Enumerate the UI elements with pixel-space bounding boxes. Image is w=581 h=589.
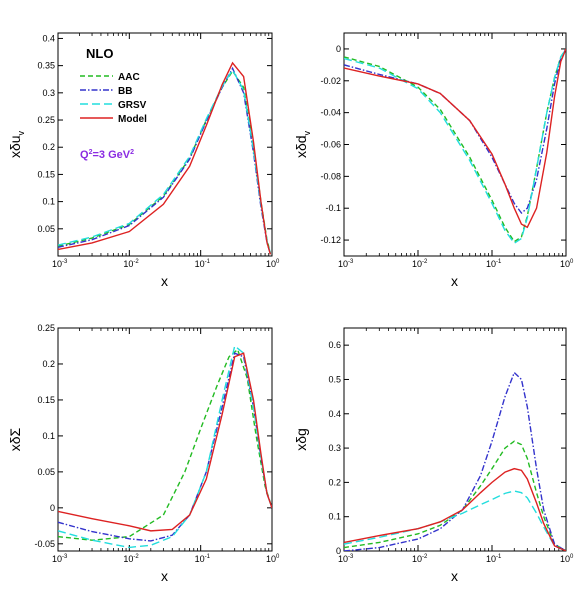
series-line-grsv [58, 344, 272, 549]
x-tick-label: 10-3 [338, 554, 354, 564]
x-tick-label: 10-2 [412, 259, 428, 269]
panel-top-right: 10-3 10-2 10-1 100 0 -0.02 -0.04 -0.06 -0.08 -0.1… [293, 32, 574, 289]
y-tick-label: 0.2 [42, 142, 55, 152]
series-line-model [58, 61, 272, 255]
y-tick-label: -0.12 [320, 235, 341, 245]
x-tick-label: 100 [266, 259, 280, 269]
x-axis-label: x [161, 273, 168, 289]
panel-bottom-left: 10-3 10-2 10-1 100 -0.05 0 0.05 0.1 0.15 0.2 0.25 x… [7, 323, 280, 584]
order-annotation: NLO [86, 46, 113, 61]
series-line-bb [344, 371, 566, 551]
y-tick-label: -0.04 [320, 108, 341, 118]
q2-annotation: Q2=3 GeV2 [80, 149, 134, 161]
x-tick-label: 10-1 [486, 259, 502, 269]
series-line-grsv [344, 48, 566, 245]
y-tick-label: 0.5 [328, 374, 341, 384]
y-tick-label: 0.1 [42, 197, 55, 207]
y-axis-label: xδuv [7, 130, 26, 158]
plot-frame [343, 327, 567, 552]
y-tick-label: -0.06 [320, 140, 341, 150]
x-tick-label: 10-1 [195, 554, 211, 564]
y-tick-label: 0.05 [37, 224, 55, 234]
series-line-aac [344, 48, 566, 243]
legend-label-aac: AAC [118, 72, 140, 83]
y-tick-label: 0.1 [42, 431, 55, 441]
x-axis-label: x [161, 568, 168, 584]
x-tick-label: 10-3 [52, 554, 68, 564]
x-tick-label: 10-2 [412, 554, 428, 564]
y-tick-label: -0.02 [320, 76, 341, 86]
y-tick-label: 0.2 [328, 477, 341, 487]
x-tick-label: 10-3 [52, 259, 68, 269]
plot-frame [57, 327, 273, 552]
series-line-model [58, 352, 272, 532]
y-tick-label: 0.1 [328, 512, 341, 522]
y-tick-label: -0.05 [34, 539, 55, 549]
x-axis-label: x [451, 273, 458, 289]
x-tick-label: 100 [266, 554, 280, 564]
x-tick-label: 10-1 [195, 259, 211, 269]
panel-bottom-right: 10-3 10-2 10-1 100 0 0.1 0.2 0.3 0.4 0.5 0.6 x xδg [293, 327, 574, 584]
series-line-model [344, 48, 566, 229]
legend-label-model: Model [118, 114, 147, 125]
y-tick-label: 0.15 [37, 395, 55, 405]
x-tick-label: 10-1 [486, 554, 502, 564]
y-tick-label: 0.25 [37, 323, 55, 333]
y-tick-label: 0.15 [37, 169, 55, 179]
x-axis-label: x [451, 568, 458, 584]
y-tick-label: 0.3 [42, 88, 55, 98]
series-line-aac [344, 440, 566, 551]
y-tick-label: 0 [336, 546, 341, 556]
y-tick-label: 0.3 [328, 443, 341, 453]
y-tick-label: 0.4 [328, 409, 341, 419]
y-tick-label: 0.05 [37, 467, 55, 477]
series-line-bb [58, 66, 272, 255]
y-tick-label: -0.1 [325, 203, 341, 213]
legend-label-bb: BB [118, 86, 132, 97]
x-tick-label: 10-3 [338, 259, 354, 269]
y-tick-label: 0.2 [42, 359, 55, 369]
series-line-aac [58, 69, 272, 254]
y-tick-label: 0.35 [37, 61, 55, 71]
series-line-aac [58, 348, 272, 541]
x-tick-label: 10-2 [123, 259, 139, 269]
y-tick-label: 0 [336, 44, 341, 54]
series-line-grsv [344, 490, 566, 551]
plot-frame [57, 32, 273, 257]
series-line-model [344, 467, 566, 551]
y-tick-label: 0.25 [37, 115, 55, 125]
legend-label-grsv: GRSV [118, 100, 147, 111]
y-tick-label: -0.08 [320, 171, 341, 181]
panel-top-left: 10-3 10-2 10-1 100 0.05 0.1 0.15 0.2 0.25 0.3 0.35… [7, 32, 280, 289]
series-line-grsv [58, 68, 272, 254]
y-axis-label: xδΣ [7, 427, 23, 451]
x-tick-label: 10-2 [123, 554, 139, 564]
y-tick-label: 0.4 [42, 33, 55, 43]
y-tick-label: 0 [50, 503, 55, 513]
x-tick-label: 100 [560, 554, 574, 564]
y-tick-label: 0.6 [328, 340, 341, 350]
y-axis-label: xδdv [293, 130, 312, 158]
x-tick-label: 100 [560, 259, 574, 269]
y-axis-label: xδg [293, 428, 309, 451]
